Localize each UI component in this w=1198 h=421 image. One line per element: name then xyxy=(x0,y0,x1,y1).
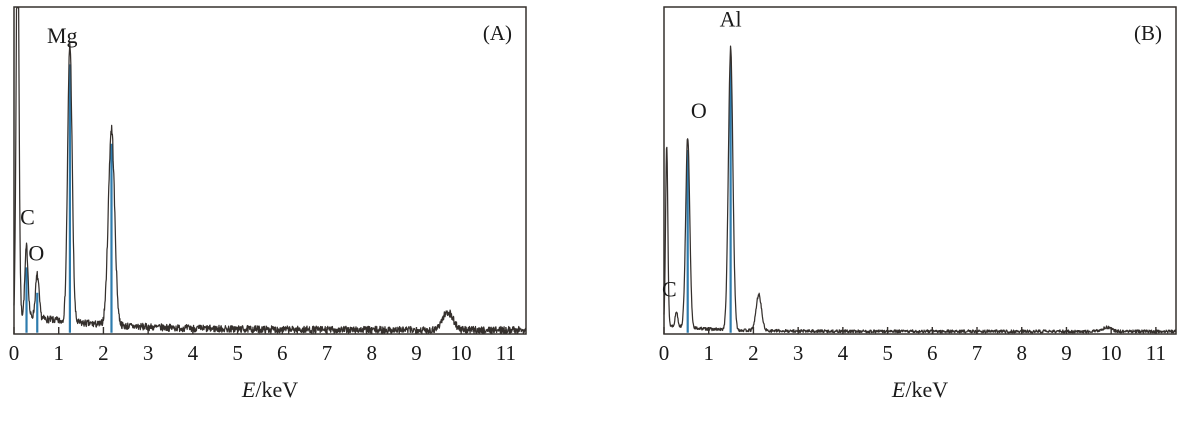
plot-frame xyxy=(663,6,1177,335)
peak-label-Al: Al xyxy=(720,7,742,32)
x-tick-label: 2 xyxy=(98,341,109,365)
x-tick-label: 1 xyxy=(53,341,64,365)
x-tick-label: 10 xyxy=(1101,341,1122,365)
peak-label-C: C xyxy=(20,204,35,229)
peak-label-O: O xyxy=(691,98,707,123)
x-tick-label: 5 xyxy=(232,341,243,365)
x-axis-label: E/keV xyxy=(241,377,298,402)
peak-label-Mg: Mg xyxy=(47,23,78,48)
x-tick-label: 6 xyxy=(927,341,938,365)
spectrum-chart-b: 0 1 2 3 4 5 6 7 8 9 10 11 Al O C (B) E/keV xyxy=(659,6,1177,402)
panel-label: (A) xyxy=(483,21,512,45)
spectrum-chart-a: 0 1 2 3 4 5 6 7 8 9 10 11 Mg CO (A) E/keV xyxy=(9,6,527,402)
x-tick-label: 0 xyxy=(659,341,670,365)
x-tick-label: 11 xyxy=(1146,341,1166,365)
x-tick-label: 8 xyxy=(1016,341,1027,365)
x-tick-label: 4 xyxy=(838,341,849,365)
panel-b: 0 1 2 3 4 5 6 7 8 9 10 11 Al O C (B) E/keV xyxy=(656,2,1196,419)
panel-a: 0 1 2 3 4 5 6 7 8 9 10 11 Mg C O (A) E/keV xyxy=(6,2,546,419)
x-tick-label: 2 xyxy=(748,341,759,365)
x-tick-label: 5 xyxy=(882,341,893,365)
x-tick-label: 3 xyxy=(143,341,154,365)
x-tick-label: 7 xyxy=(972,341,983,365)
x-tick-label: 4 xyxy=(188,341,199,365)
x-tick-label: 8 xyxy=(366,341,377,365)
peak-label-O: O xyxy=(28,240,44,265)
x-tick-label: 9 xyxy=(411,341,422,365)
spectrum-curve xyxy=(663,45,1177,334)
x-tick-label: 9 xyxy=(1061,341,1072,365)
peak-label-C: C xyxy=(662,276,677,301)
x-tick-label: 6 xyxy=(277,341,288,365)
x-tick-label: 1 xyxy=(703,341,714,365)
x-tick-label: 0 xyxy=(9,341,20,365)
panel-label: (B) xyxy=(1134,21,1162,45)
x-tick-label: 7 xyxy=(322,341,333,365)
plot-frame xyxy=(13,6,527,335)
x-tick-label: 10 xyxy=(451,341,472,365)
x-tick-label: 11 xyxy=(496,341,516,365)
spectrum-curve xyxy=(13,7,527,334)
x-axis-label: E/keV xyxy=(891,377,948,402)
x-tick-label: 3 xyxy=(793,341,804,365)
